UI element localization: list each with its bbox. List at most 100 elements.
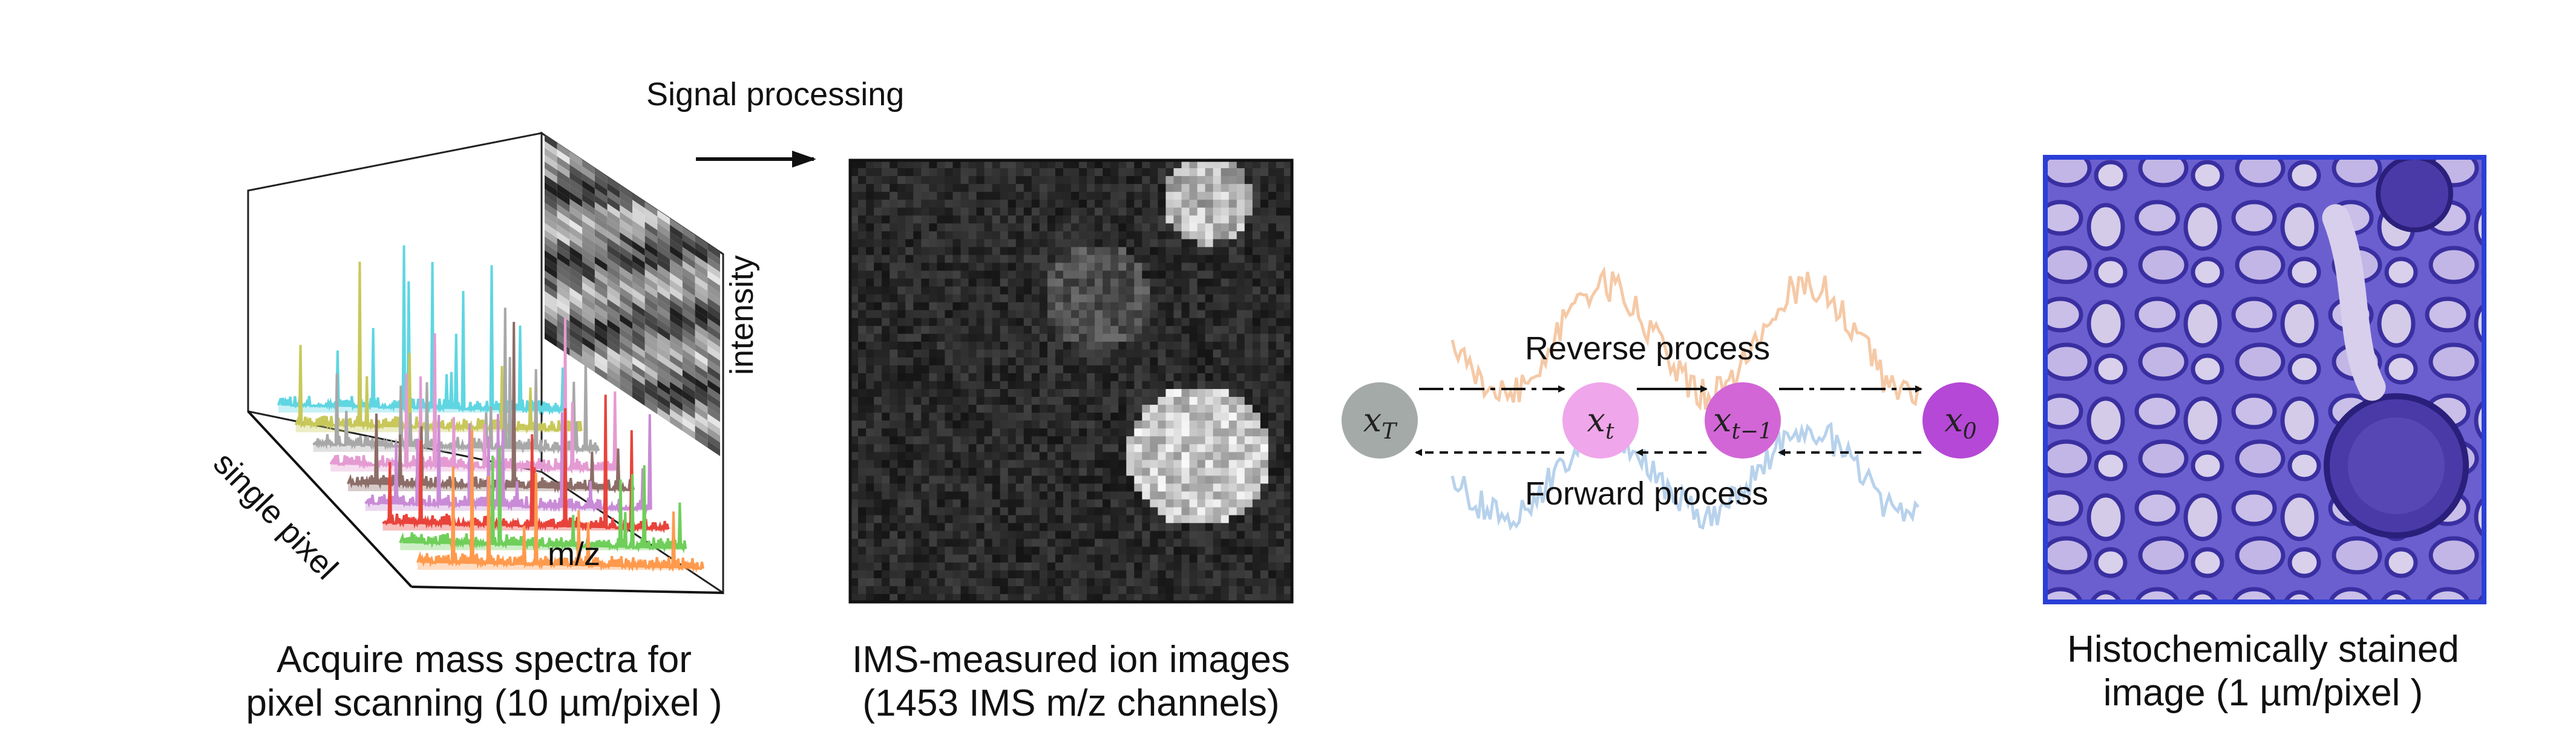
ion-pixel — [1087, 168, 1095, 177]
ion-pixel — [1205, 546, 1214, 555]
ion-pixel — [1071, 389, 1080, 397]
ion-pixel — [1165, 420, 1175, 429]
ion-pixel — [921, 475, 929, 485]
ion-pixel — [945, 586, 954, 595]
ion-pixel — [1110, 381, 1119, 390]
slice-pixel — [632, 322, 645, 338]
ion-pixel — [1165, 176, 1175, 185]
ion-pixel — [913, 200, 922, 208]
ion-pixel — [1055, 294, 1064, 303]
ion-pixel — [921, 278, 929, 287]
ion-pixel — [976, 302, 985, 311]
ion-pixel — [1071, 405, 1080, 413]
ion-pixel — [984, 215, 993, 224]
ion-pixel — [945, 436, 954, 445]
ion-pixel — [1236, 593, 1245, 603]
ion-pixel — [1039, 318, 1048, 327]
slice-pixel — [594, 345, 608, 361]
ion-pixel — [929, 531, 937, 540]
ion-pixel — [1039, 184, 1048, 192]
slice-pixel — [594, 215, 608, 231]
ion-pixel — [1252, 436, 1261, 445]
ion-pixel — [1039, 499, 1048, 508]
ion-pixel — [1095, 333, 1103, 342]
ion-pixel — [960, 499, 969, 508]
ion-pixel — [890, 523, 898, 532]
ion-pixel — [921, 593, 929, 603]
ion-pixel — [866, 270, 874, 279]
ion-pixel — [945, 507, 954, 516]
ion-pixel — [890, 405, 898, 413]
ion-pixel — [1189, 215, 1198, 224]
ion-pixel — [984, 270, 993, 279]
ion-pixel — [960, 460, 969, 468]
ion-pixel — [1228, 499, 1237, 508]
ion-pixel — [1260, 515, 1269, 524]
slice-pixel — [657, 284, 670, 300]
ion-pixel — [1260, 381, 1269, 390]
ion-pixel — [1039, 452, 1048, 460]
ion-pixel — [1118, 397, 1127, 405]
slice-pixel — [545, 181, 557, 197]
ion-pixel — [992, 586, 1001, 595]
ion-pixel — [866, 405, 874, 413]
ion-pixel — [1205, 554, 1214, 563]
slice-pixel — [695, 391, 708, 407]
ion-pixel — [1008, 523, 1017, 532]
ion-pixel — [1039, 420, 1048, 429]
node-x-T-label: xT — [1363, 401, 1398, 444]
ion-pixel — [874, 468, 882, 477]
ion-pixel — [960, 562, 969, 571]
slice-pixel — [695, 433, 708, 448]
ion-pixel — [1150, 444, 1158, 452]
slice-pixel — [582, 302, 595, 318]
ion-pixel — [1236, 215, 1245, 224]
slice-pixel — [594, 304, 608, 319]
ion-pixel — [1110, 200, 1119, 208]
ion-pixel — [1087, 373, 1095, 382]
ion-pixel — [960, 444, 969, 452]
ion-pixel — [976, 310, 985, 319]
ion-pixel — [921, 168, 929, 177]
ion-pixel — [1031, 436, 1040, 445]
ion-pixel — [1126, 207, 1135, 216]
ion-pixel — [921, 325, 929, 335]
ion-pixel — [1236, 255, 1245, 264]
ion-pixel — [1244, 231, 1253, 240]
slice-pixel — [644, 330, 658, 346]
ion-pixel — [1283, 405, 1293, 413]
ion-pixel — [1150, 483, 1158, 492]
ion-pixel — [1000, 278, 1009, 287]
ion-pixel — [1142, 593, 1150, 603]
ion-pixel — [1134, 413, 1142, 421]
ion-pixel — [1134, 341, 1142, 350]
ion-pixel — [1118, 200, 1127, 208]
ion-pixel — [1252, 554, 1261, 563]
ion-pixel — [866, 499, 874, 508]
ion-pixel — [1008, 452, 1017, 460]
ion-pixel — [1095, 310, 1103, 319]
ion-pixel — [1244, 325, 1253, 335]
ion-pixel — [1252, 483, 1261, 492]
ion-pixel — [937, 160, 946, 169]
slice-pixel — [632, 275, 645, 290]
ion-pixel — [984, 483, 993, 492]
ion-pixel — [1055, 523, 1064, 532]
slice-pixel — [607, 210, 620, 226]
ion-pixel — [1015, 389, 1024, 397]
ion-pixel — [1181, 413, 1190, 421]
ion-pixel — [1252, 349, 1261, 358]
ion-pixel — [890, 491, 898, 500]
ion-pixel — [1047, 357, 1056, 366]
ion-pixel — [1103, 428, 1111, 437]
ion-pixel — [1173, 515, 1182, 524]
ion-pixel — [858, 538, 867, 547]
ion-pixel — [1142, 586, 1150, 595]
ion-pixel — [1039, 310, 1048, 319]
ion-pixel — [1197, 460, 1206, 468]
ion-pixel — [1103, 223, 1111, 232]
slice-pixel — [607, 374, 620, 390]
ion-pixel — [1008, 349, 1017, 358]
slice-pixel — [607, 217, 620, 232]
ion-pixel — [874, 373, 882, 382]
